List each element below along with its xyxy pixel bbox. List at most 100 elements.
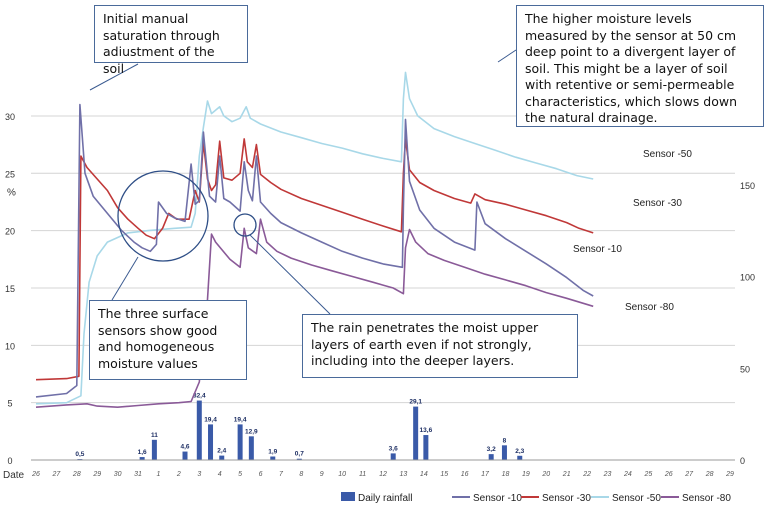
x-tick-label: 10 — [338, 471, 346, 478]
left-tick-label: 10 — [5, 341, 15, 351]
series-line-s30 — [35, 138, 594, 381]
left-tick-label: 0 — [7, 456, 12, 466]
x-tick-label: 27 — [52, 471, 62, 478]
rainfall-value-label: 13,6 — [420, 427, 433, 434]
x-axis-label: Date — [3, 470, 25, 481]
series-end-label: Sensor -50 — [643, 149, 692, 160]
left-tick-label: 25 — [5, 169, 15, 179]
annotation-initial-saturation: Initial manual saturation through adiust… — [94, 5, 248, 76]
right-tick-label: 50 — [740, 364, 750, 374]
annotation-rain-penetration: The rain penetrates the moist upper laye… — [302, 314, 578, 378]
rainfall-value-label: 19,4 — [234, 416, 247, 423]
x-tick-label: 24 — [623, 471, 632, 478]
legend-label: Sensor -30 — [542, 493, 591, 504]
x-tick-label: 29 — [725, 471, 734, 478]
x-tick-label: 28 — [705, 471, 714, 478]
x-tick-label: 1 — [157, 471, 161, 478]
highlight-circle-surface — [117, 170, 209, 262]
x-tick-label: 18 — [502, 471, 510, 478]
right-tick-label: 100 — [740, 273, 755, 283]
left-tick-label: 15 — [5, 284, 15, 294]
left-tick-label: 5 — [7, 399, 12, 409]
rainfall-bar — [501, 445, 507, 460]
x-tick-label: 17 — [481, 471, 490, 478]
x-tick-label: 3 — [197, 471, 201, 478]
x-tick-label: 12 — [379, 471, 387, 478]
rainfall-value-label: 12,9 — [245, 428, 258, 435]
x-tick-label: 8 — [299, 471, 303, 478]
left-tick-label: 30 — [5, 112, 15, 122]
annotation-leader-line — [111, 256, 139, 301]
series-end-label: Sensor -80 — [625, 302, 674, 313]
series-line-s80 — [35, 218, 594, 409]
rainfall-value-label: 29,1 — [409, 399, 422, 406]
x-tick-label: 5 — [238, 471, 242, 478]
x-tick-label: 13 — [400, 471, 408, 478]
x-tick-label: 30 — [114, 471, 122, 478]
rainfall-value-label: 2,3 — [515, 448, 524, 455]
x-tick-label: 15 — [440, 471, 448, 478]
legend-swatch-rainfall — [341, 492, 355, 501]
series-line-s10 — [35, 103, 594, 398]
rainfall-value-label: 0,7 — [295, 451, 304, 458]
legend-label: Sensor -10 — [473, 493, 522, 504]
rainfall-bar — [248, 436, 254, 460]
rainfall-bar — [237, 424, 243, 460]
x-tick-label: 2 — [176, 471, 181, 478]
rainfall-bar — [423, 435, 429, 460]
rainfall-value-label: 1,6 — [138, 449, 147, 456]
series-end-label: Sensor -10 — [573, 244, 622, 255]
rainfall-bar — [270, 456, 276, 460]
annotation-leader-line — [497, 49, 517, 63]
highlight-circle-rain — [233, 213, 257, 237]
x-tick-label: 11 — [359, 471, 366, 478]
x-tick-label: 16 — [461, 471, 469, 478]
rainfall-value-label: 1,9 — [268, 449, 277, 456]
rainfall-bar — [517, 455, 523, 460]
rainfall-bar — [196, 400, 202, 460]
x-tick-label: 31 — [134, 471, 142, 478]
annotation-surface-sensors: The three surface sensors show good and … — [89, 300, 247, 380]
rainfall-value-label: 3,6 — [389, 445, 398, 452]
rainfall-value-label: 11 — [151, 432, 158, 439]
rainfall-bar — [296, 458, 302, 460]
annotation-leader-line — [89, 63, 139, 91]
rainfall-value-label: 0,5 — [75, 451, 84, 458]
x-tick-label: 21 — [562, 471, 571, 478]
series-line-s50 — [35, 71, 594, 405]
left-tick-label: 20 — [5, 227, 15, 237]
x-tick-label: 7 — [279, 471, 284, 478]
rainfall-value-label: 8 — [503, 437, 507, 444]
legend-label: Daily rainfall — [358, 493, 412, 504]
annotation-sensor-50-layer: The higher moisture levels measured by t… — [516, 5, 764, 127]
x-tick-label: 28 — [72, 471, 81, 478]
rainfall-bar — [139, 457, 145, 460]
x-tick-label: 26 — [664, 471, 673, 478]
rainfall-bar — [390, 453, 396, 460]
series-end-label: Sensor -30 — [633, 198, 682, 209]
rainfall-value-label: 2,4 — [217, 448, 226, 455]
x-tick-label: 26 — [31, 471, 40, 478]
rainfall-bar — [151, 439, 157, 460]
x-tick-label: 22 — [582, 471, 591, 478]
rainfall-value-label: 19,4 — [204, 416, 217, 423]
rainfall-bar — [182, 451, 188, 460]
rainfall-value-label: 32,4 — [193, 393, 206, 400]
x-tick-label: 25 — [643, 471, 652, 478]
rainfall-bar — [488, 454, 494, 460]
right-tick-label: 0 — [740, 456, 745, 466]
x-tick-label: 14 — [420, 471, 428, 478]
x-tick-label: 6 — [259, 471, 263, 478]
x-tick-label: 19 — [522, 471, 530, 478]
rainfall-value-label: 3,2 — [487, 446, 496, 453]
annotation-leader-line — [249, 234, 331, 315]
right-tick-label: 150 — [740, 181, 755, 191]
x-tick-label: 9 — [320, 471, 324, 478]
x-tick-label: 23 — [603, 471, 612, 478]
x-tick-label: 29 — [92, 471, 101, 478]
rainfall-value-label: 4,6 — [180, 444, 189, 451]
legend-label: Sensor -50 — [612, 493, 661, 504]
rainfall-bar — [413, 406, 419, 460]
